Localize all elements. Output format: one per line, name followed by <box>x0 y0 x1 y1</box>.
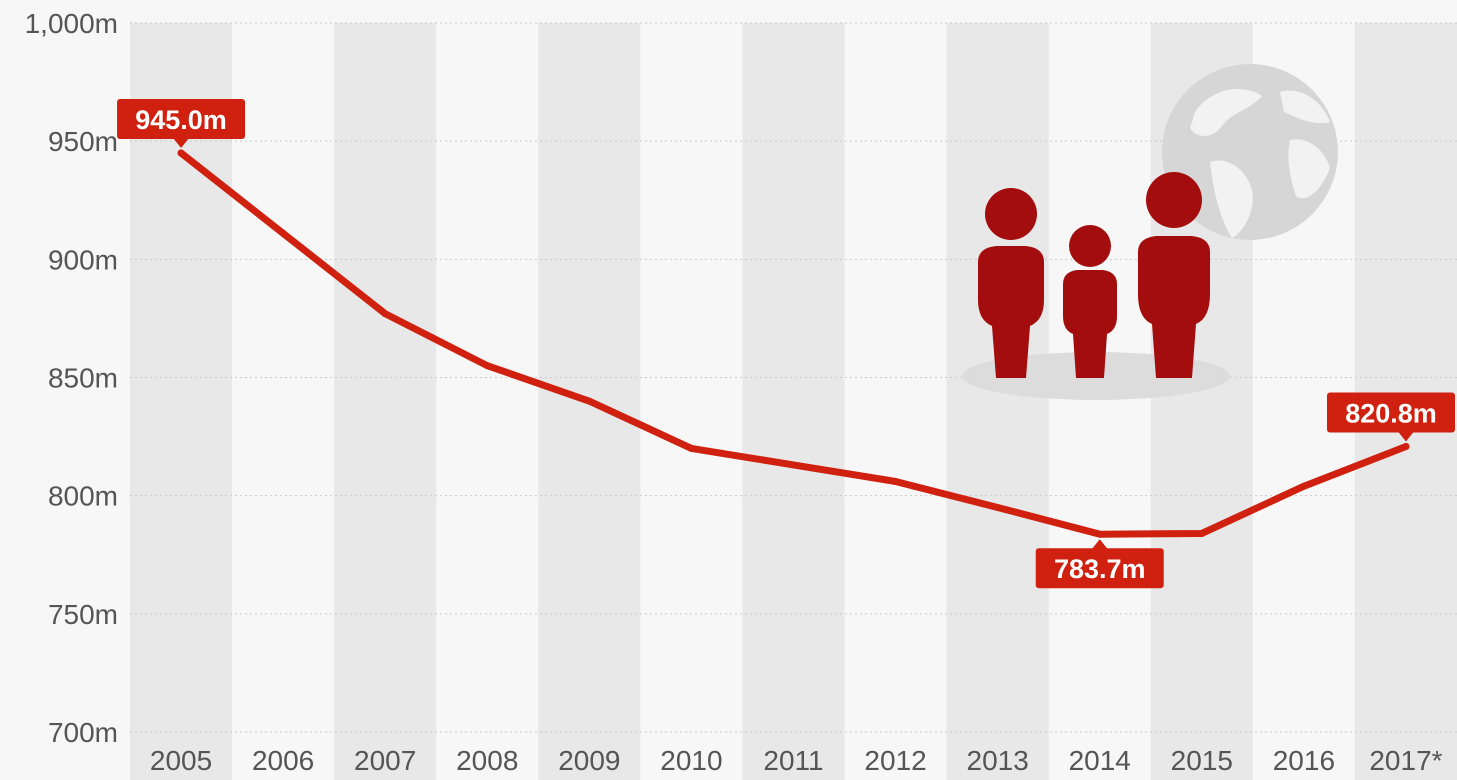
x-tick-label: 2017* <box>1369 745 1442 776</box>
x-tick-label: 2016 <box>1273 745 1335 776</box>
callout-pointer <box>1091 539 1108 550</box>
x-tick-label: 2007 <box>354 745 416 776</box>
data-point <box>381 310 389 318</box>
x-tick-label: 2012 <box>864 745 926 776</box>
illustration <box>962 64 1338 400</box>
x-tick-label: 2011 <box>763 745 823 776</box>
data-point <box>483 362 491 370</box>
x-tick-label: 2006 <box>252 745 314 776</box>
globe-icon <box>1162 64 1338 240</box>
callout-label: 783.7m <box>1054 554 1146 584</box>
callout-label: 945.0m <box>135 105 227 135</box>
column-band <box>334 23 437 780</box>
data-callout: 783.7m <box>1035 539 1164 589</box>
column-bands <box>130 23 1457 780</box>
callout-box <box>1035 548 1164 589</box>
x-tick-label: 2008 <box>456 745 518 776</box>
data-point <box>1198 529 1206 537</box>
data-point <box>1096 530 1104 538</box>
y-tick-label: 800m <box>48 481 118 512</box>
column-band <box>946 23 1049 780</box>
data-point <box>1300 482 1308 490</box>
y-tick-label: 1,000m <box>25 8 118 39</box>
data-point <box>177 149 185 157</box>
x-tick-label: 2015 <box>1171 745 1233 776</box>
column-band <box>130 23 233 780</box>
y-tick-label: 750m <box>48 599 118 630</box>
callout-box <box>1327 392 1455 433</box>
callout-pointer <box>1397 431 1414 442</box>
x-tick-label: 2014 <box>1069 745 1131 776</box>
column-band <box>742 23 845 780</box>
data-callout: 945.0m <box>117 98 246 148</box>
data-point <box>585 397 593 405</box>
data-point <box>790 461 797 469</box>
data-point <box>1402 443 1410 451</box>
x-tick-label: 2013 <box>967 745 1029 776</box>
data-point <box>994 503 1002 511</box>
callout-box <box>117 98 246 139</box>
y-axis-labels: 700m 750m 800m 850m 900m 950m 1,000m <box>25 8 118 748</box>
x-tick-label: 2010 <box>660 745 722 776</box>
people-icon <box>962 172 1230 400</box>
y-tick-label: 850m <box>48 363 118 394</box>
data-callout: 820.8m <box>1327 392 1455 442</box>
y-tick-label: 700m <box>48 717 118 748</box>
x-tick-label: 2005 <box>150 745 212 776</box>
x-axis-labels: 2005 2006 2007 2008 2009 2010 2011 2012 2013 2014… <box>150 745 1443 776</box>
x-tick-label: 2009 <box>558 745 620 776</box>
data-callouts: 945.0m 783.7m 820.8m <box>117 98 1455 589</box>
callout-label: 820.8m <box>1345 399 1437 429</box>
callout-pointer <box>173 137 190 148</box>
data-point <box>892 477 900 485</box>
y-tick-label: 900m <box>48 244 118 275</box>
y-tick-label: 950m <box>48 126 118 157</box>
data-point <box>687 444 695 452</box>
series-group <box>177 149 1410 538</box>
data-point <box>279 229 287 237</box>
